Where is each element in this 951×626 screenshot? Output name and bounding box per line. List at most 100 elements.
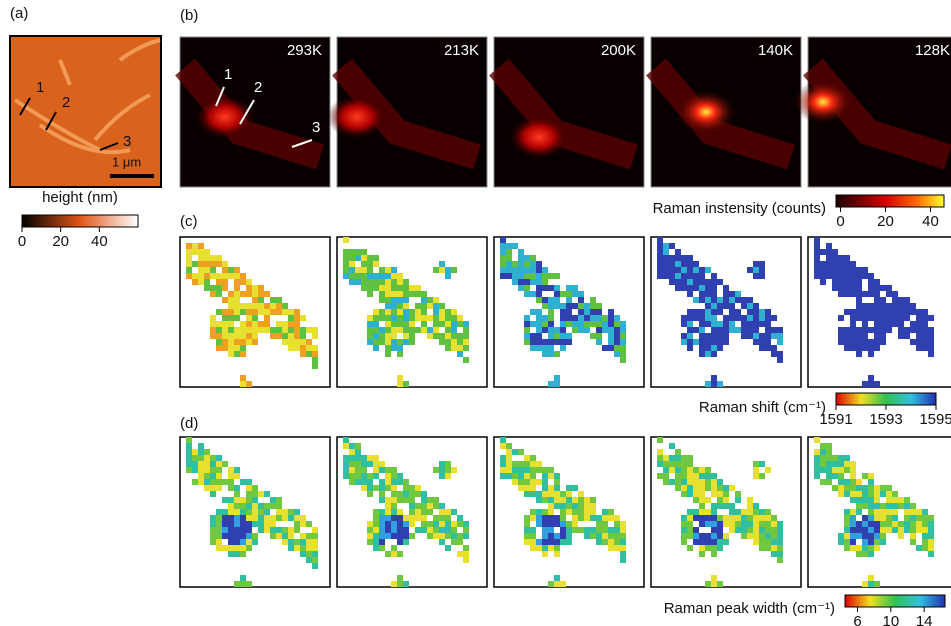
- map-pixel: [741, 509, 747, 515]
- map-pixel: [300, 551, 306, 557]
- map-pixel: [856, 509, 862, 515]
- map-pixel: [282, 339, 288, 345]
- map-pixel: [892, 515, 898, 521]
- map-pixel: [560, 503, 566, 509]
- map-pixel: [397, 351, 403, 357]
- map-pixel: [838, 285, 844, 291]
- map-pixel: [699, 485, 705, 491]
- map-pixel: [506, 255, 512, 261]
- map-pixel: [729, 485, 735, 491]
- map-pixel: [620, 545, 626, 551]
- map-pixel: [548, 527, 554, 533]
- map-pixel: [572, 315, 578, 321]
- map-pixel: [560, 581, 566, 587]
- map-pixel: [910, 339, 916, 345]
- map-pixel: [566, 285, 572, 291]
- map-pixel: [705, 333, 711, 339]
- map-pixel: [681, 339, 687, 345]
- map-pixel: [445, 473, 451, 479]
- map-pixel: [240, 521, 246, 527]
- map-pixel: [838, 279, 844, 285]
- map-pixel: [566, 521, 572, 527]
- map-pixel: [530, 345, 536, 351]
- map-pixel: [536, 333, 542, 339]
- map-pixel: [439, 267, 445, 273]
- map-pixel: [294, 333, 300, 339]
- map-pixel: [711, 491, 717, 497]
- map-pixel: [892, 321, 898, 327]
- map-pixel: [554, 515, 560, 521]
- map-pixel: [584, 509, 590, 515]
- map-pixel: [856, 291, 862, 297]
- map-pixel: [675, 261, 681, 267]
- map-pixel: [234, 485, 240, 491]
- map-pixel: [216, 327, 222, 333]
- map-pixel: [868, 539, 874, 545]
- map-pixel: [234, 309, 240, 315]
- map-pixel: [421, 503, 427, 509]
- map-pixel: [379, 279, 385, 285]
- map-pixel: [910, 521, 916, 527]
- map-pixel: [705, 345, 711, 351]
- map-pixel: [439, 521, 445, 527]
- map-pixel: [246, 533, 252, 539]
- map-pixel: [886, 503, 892, 509]
- map-pixel: [687, 527, 693, 533]
- map-pixel: [856, 273, 862, 279]
- map-pixel: [264, 327, 270, 333]
- map-pixel: [850, 261, 856, 267]
- map-pixel: [524, 479, 530, 485]
- map-pixel: [832, 461, 838, 467]
- map-pixel: [512, 243, 518, 249]
- map-pixel: [228, 545, 234, 551]
- map-pixel: [373, 515, 379, 521]
- map-pixel: [421, 309, 427, 315]
- map-pixel: [922, 321, 928, 327]
- map-pixel: [512, 273, 518, 279]
- map-pixel: [548, 327, 554, 333]
- map-pixel: [391, 345, 397, 351]
- panel-label: (c): [180, 213, 198, 230]
- map-pixel: [928, 345, 934, 351]
- map-pixel: [530, 467, 536, 473]
- map-pixel: [705, 521, 711, 527]
- map-pixel: [602, 527, 608, 533]
- map-pixel: [723, 303, 729, 309]
- map-pixel: [349, 255, 355, 261]
- map-pixel: [451, 321, 457, 327]
- map-pixel: [373, 315, 379, 321]
- map-pixel: [500, 243, 506, 249]
- map-pixel: [699, 351, 705, 357]
- map-pixel: [747, 333, 753, 339]
- map-pixel: [252, 521, 258, 527]
- map-pixel: [771, 539, 777, 545]
- map-pixel: [928, 515, 934, 521]
- map-pixel: [904, 497, 910, 503]
- map-pixel: [373, 521, 379, 527]
- map-pixel: [252, 497, 258, 503]
- map-pixel: [554, 285, 560, 291]
- map-pixel: [240, 515, 246, 521]
- map-pixel: [373, 455, 379, 461]
- map-pixel: [566, 309, 572, 315]
- map-pixel: [681, 279, 687, 285]
- map-pixel: [904, 515, 910, 521]
- map-pixel: [753, 527, 759, 533]
- map-pixel: [681, 473, 687, 479]
- map-pixel: [771, 515, 777, 521]
- map-pixel: [379, 521, 385, 527]
- map-pixel: [838, 491, 844, 497]
- map-pixel: [264, 509, 270, 515]
- map-pixel: [910, 515, 916, 521]
- map-pixel: [240, 333, 246, 339]
- map-pixel: [916, 309, 922, 315]
- map-pixel: [753, 327, 759, 333]
- map-pixel: [222, 261, 228, 267]
- map-pixel: [844, 491, 850, 497]
- map-pixel: [711, 327, 717, 333]
- map-pixel: [723, 285, 729, 291]
- map-pixel: [204, 455, 210, 461]
- map-pixel: [210, 327, 216, 333]
- map-pixel: [306, 339, 312, 345]
- map-pixel: [892, 315, 898, 321]
